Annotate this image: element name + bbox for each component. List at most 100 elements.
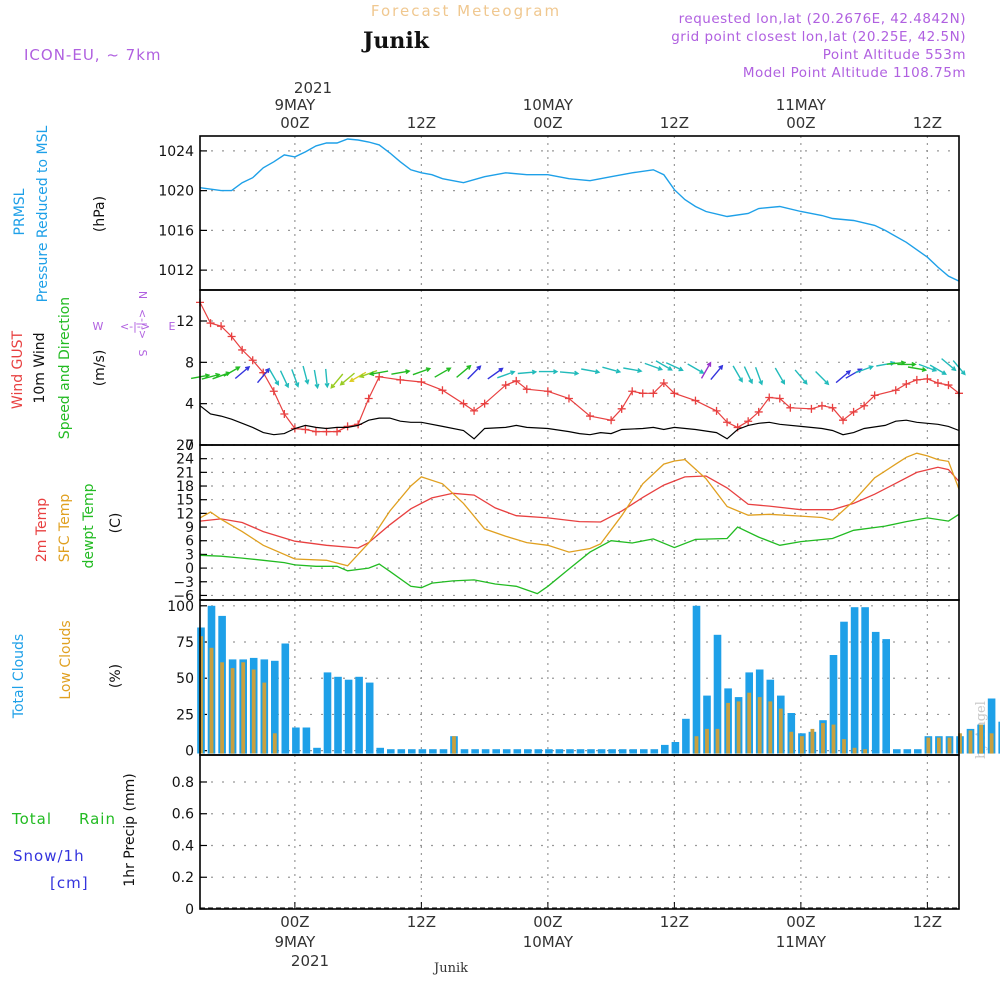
gust-marker [891,386,900,395]
compass-s: S [136,350,149,357]
wind-direction-arrow [234,365,251,380]
ytick-label: 6 [185,534,194,550]
gust-marker [839,416,848,425]
total-cloud-bar [840,621,848,754]
low-cloud-bar [852,747,857,754]
gust-marker [765,393,774,402]
ytick-label: 0.6 [172,807,194,823]
total-cloud-bar [271,660,279,754]
wind-direction-arrow [581,368,601,375]
low-cloud-bar [452,736,456,754]
pressure-labels: PRMSL Pressure Reduced to MSL (hPa) [12,125,108,302]
total-cloud-bar [344,679,353,754]
wind-label-gust: Wind GUST [10,330,26,409]
bottom-date-label: 9MAY [275,933,317,951]
compass-arrow-v: <-|-> [136,309,149,339]
wind-direction-arrow [467,365,482,380]
total-cloud-bar [429,749,437,754]
wind-direction-arrow [835,370,852,384]
gust-marker [311,427,320,436]
wind-line [199,405,960,440]
temp-label-dewpt: dewpt Temp [81,483,97,568]
wind-direction-arrow [815,371,830,386]
gust-marker [849,407,858,416]
gust-marker [227,332,236,341]
ytick-label: 50 [176,671,194,687]
low-cloud-bar [968,730,973,754]
temp-unit: (C) [108,513,124,534]
total-cloud-bar [387,749,395,754]
ytick-label: 24 [176,452,194,468]
gust-marker [364,394,373,403]
low-cloud-bar [842,739,846,754]
low-cloud-bar [241,662,246,754]
wind-direction-arrow [302,365,310,385]
total-cloud-bar [355,676,363,754]
low-cloud-bar [979,724,983,754]
grid-point: grid point closest lon,lat (20.25E, 42.5… [671,29,966,45]
total-cloud-bar [397,749,406,754]
cloud-label-total: Total Clouds [11,634,27,719]
total-cloud-bars [197,605,1000,754]
ytick-label: 0.2 [172,870,194,886]
total-cloud-bar [576,749,585,754]
panel-frame-precip [199,754,960,910]
gust-marker [944,381,953,390]
wind-direction-arrow [602,366,622,374]
ytick-label: 18 [176,479,194,495]
total-cloud-bar [302,727,311,754]
low-cloud-bar [747,692,752,754]
gust-marker [375,372,384,381]
low-cloud-bar [726,702,730,754]
total-cloud-bar [502,749,511,754]
gust-marker [417,377,426,386]
time-axis-bottom: 00Z 9MAY 12Z 00Z 10MAY 12Z 00Z 11MAY 12Z [275,902,942,951]
ytick-label: 1012 [158,263,194,279]
footer-location: Junik [432,961,468,976]
temp-label-2m: 2m Temp [34,498,50,562]
wind-direction-arrow [897,361,917,367]
ytick-label: 27 [176,438,194,454]
top-date-label: 9MAY [275,96,317,114]
ytick-label: −6 [173,588,194,604]
grid-precip: 0 0.2 0.4 0.6 0.8 [172,755,959,918]
wind-direction-arrow [201,372,221,380]
low-cloud-bar [937,737,941,754]
gust-marker [333,427,342,436]
wind-direction-arrow [412,367,432,376]
cloud-unit: (%) [108,664,124,688]
wind-direction-arrow [313,369,320,390]
model-label: ICON-EU, ~ 7km [24,46,162,64]
wind-direction-arrow [794,369,808,385]
low-cloud-bar [863,749,867,754]
top-tick-label: 00Z [786,114,815,132]
panels: 101210161020102404812−6−3036912151821242… [158,96,1000,951]
gust-marker [754,407,763,416]
bottom-date-label: 10MAY [523,933,574,951]
total-cloud-bar [439,749,448,754]
wind-direction-arrow [391,369,411,375]
bottom-tick-label: 12Z [660,913,689,931]
wind-direction-arrow [644,362,664,371]
top-tick-label: 00Z [280,114,309,132]
gust-marker [522,385,531,394]
wind-direction-arrow [687,363,705,374]
total-cloud-bar [671,742,680,754]
ytick-label: 0.8 [172,775,194,791]
bottom-tick-label: 12Z [407,913,436,931]
bottom-tick-label: 12Z [913,913,942,931]
low-cloud-bar [220,662,224,754]
compass-n: N [136,291,149,299]
low-cloud-bar [262,682,267,754]
bottom-tick-label: 00Z [280,913,309,931]
precip-legend-snow: Snow/1h [13,847,85,865]
gust-markers [196,298,963,436]
wind-direction-arrow [929,364,947,375]
ytick-label: 12 [176,314,194,330]
wind-direction-arrow [623,367,643,374]
low-cloud-bar [768,701,773,754]
low-cloud-bar [251,669,256,754]
low-cloud-bar [947,737,952,754]
pressure-unit: (hPa) [92,196,108,232]
